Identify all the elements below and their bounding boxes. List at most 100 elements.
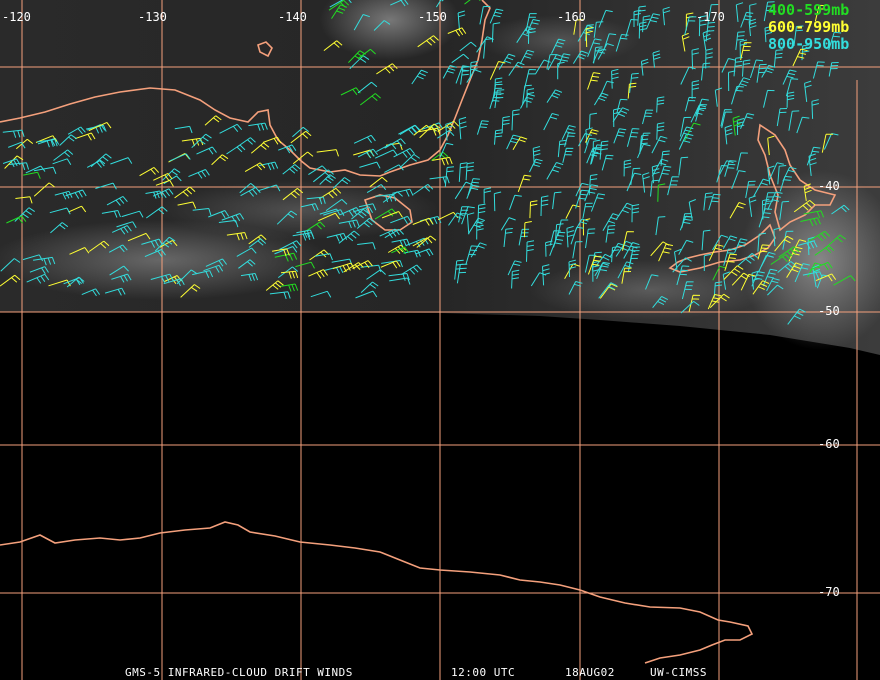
- wind-barb: [546, 89, 563, 103]
- wind-barb: [412, 217, 434, 226]
- wind-barb: [626, 128, 640, 147]
- wind-barb: [49, 207, 71, 215]
- wind-barb: [733, 56, 743, 77]
- wind-barb: [709, 293, 730, 308]
- wind-barb: [745, 180, 756, 198]
- wind-barb: [667, 176, 680, 196]
- wind-barb: [758, 254, 774, 273]
- new-zealand-south-coastline: [668, 223, 776, 273]
- wind-barb: [248, 122, 268, 131]
- wind-barb: [728, 70, 736, 92]
- wind-barb: [778, 246, 800, 258]
- wind-barb: [489, 8, 504, 24]
- wind-barb: [582, 202, 593, 219]
- wind-barb: [88, 240, 110, 252]
- wind-barb: [630, 167, 641, 186]
- wind-barb: [466, 212, 475, 235]
- wind-barb: [329, 0, 352, 8]
- wind-barb: [724, 124, 733, 145]
- wind-barb: [622, 231, 634, 251]
- wind-barb: [757, 244, 770, 260]
- wind-barb: [437, 130, 455, 139]
- wind-barb: [469, 61, 478, 79]
- wind-barb: [779, 200, 790, 220]
- wind-barb: [593, 92, 609, 106]
- wind-barb: [810, 261, 833, 271]
- wind-barb: [543, 113, 560, 131]
- wind-barb: [642, 109, 654, 125]
- wind-barb: [770, 254, 792, 265]
- wind-barb: [445, 121, 453, 141]
- wind-barb: [684, 96, 697, 112]
- wind-barb: [494, 89, 505, 108]
- wind-barb: [627, 254, 639, 273]
- wind-barb: [737, 253, 759, 267]
- wind-barb: [384, 228, 404, 239]
- legend-entry-600-799mb: 600-799mb: [768, 18, 849, 36]
- wind-barb: [735, 31, 745, 50]
- wind-barb: [542, 264, 550, 286]
- wind-barb: [290, 130, 312, 144]
- wind-barb: [352, 260, 373, 270]
- wind-barb: [319, 208, 341, 216]
- wind-barb: [176, 269, 198, 285]
- wind-barb: [457, 10, 466, 31]
- wind-barb: [272, 248, 290, 257]
- wind-barb: [338, 230, 360, 244]
- wind-barb: [719, 160, 734, 175]
- wind-barb: [459, 41, 477, 52]
- wind-barb: [503, 228, 513, 248]
- latitude-label: -60: [818, 437, 840, 451]
- wind-barb: [174, 186, 196, 199]
- wind-barb: [701, 62, 711, 81]
- wind-barb: [762, 268, 778, 287]
- wind-barb: [801, 44, 810, 61]
- wind-barb: [356, 217, 376, 229]
- wind-barb: [637, 143, 651, 159]
- wind-barb: [788, 110, 800, 131]
- wind-barb: [642, 172, 650, 193]
- wind-barb: [605, 225, 616, 243]
- wind-barb: [585, 228, 596, 249]
- wind-barb: [592, 260, 600, 282]
- wind-barb: [572, 50, 589, 64]
- wind-barb: [300, 203, 319, 211]
- wind-barb: [110, 157, 133, 165]
- wind-barb: [748, 195, 757, 217]
- wind-barb: [615, 34, 629, 52]
- wind-barb: [656, 96, 665, 113]
- wind-barb: [695, 104, 708, 122]
- latitude-label: -50: [818, 304, 840, 318]
- longitude-label: -160: [557, 10, 586, 24]
- wind-barb: [357, 242, 376, 250]
- wind-barb: [815, 273, 837, 282]
- wind-barb: [33, 182, 55, 197]
- wind-barb: [278, 144, 297, 154]
- wind-barb: [782, 166, 797, 182]
- wind-barb: [500, 217, 516, 231]
- wind-barb: [587, 72, 601, 90]
- wind-barb: [552, 191, 562, 210]
- wind-barb: [218, 219, 239, 228]
- wind-barb: [657, 183, 666, 202]
- wind-barb: [678, 156, 689, 176]
- wind-barb: [676, 265, 690, 286]
- wind-barb: [736, 118, 745, 136]
- wind-barb: [33, 256, 56, 266]
- wind-barb: [269, 291, 291, 300]
- wind-barb: [319, 174, 336, 185]
- wind-barb: [316, 149, 339, 157]
- wind-barb: [786, 91, 795, 108]
- wind-barb: [14, 207, 35, 222]
- wind-barb: [492, 83, 503, 102]
- wind-barb: [831, 204, 850, 215]
- wind-barb: [627, 82, 637, 99]
- wind-barb: [458, 116, 467, 140]
- wind-barb: [127, 232, 151, 242]
- wind-barb: [652, 50, 661, 68]
- antarctica-coastline: [0, 521, 754, 664]
- wind-barb: [351, 208, 370, 220]
- wind-barb: [651, 135, 668, 154]
- wind-barb: [357, 81, 378, 94]
- wind-barb: [116, 221, 137, 229]
